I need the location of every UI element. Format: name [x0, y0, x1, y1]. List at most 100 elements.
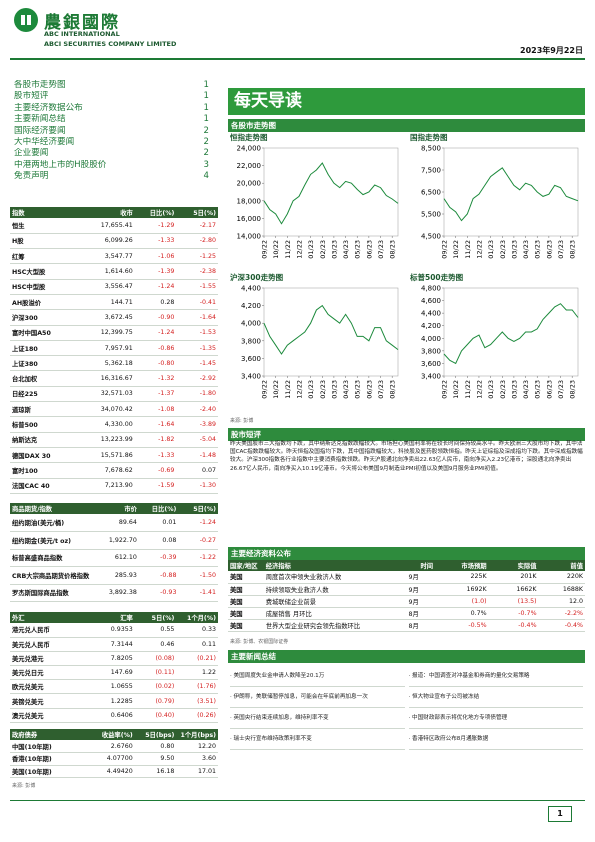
- cell: 12.20: [176, 740, 218, 753]
- cell: 220K: [538, 571, 585, 584]
- cell: -0.69: [134, 462, 177, 479]
- table: 商品期货/指数 市价 日比(%) 5日(%) 纽约期油(美元/桶) 89.64 0.01 -1…: [10, 503, 218, 602]
- cell: 成屋销售 月环比: [263, 607, 407, 621]
- header-row: 指数 收市 日比(%) 5日(%): [10, 207, 218, 218]
- cell: 香港(10年期): [10, 752, 81, 766]
- chart: 恒指走势图 14,000 16,000 18,000 20,000 22,000 24,00…: [230, 132, 399, 259]
- x-tick-label: 04/23: [342, 380, 350, 399]
- cell: (0.08): [134, 651, 177, 667]
- cell: 9.50: [134, 752, 177, 766]
- row: 美元兑人民币 7.3144 0.46 0.11: [10, 637, 218, 652]
- toc-item: 主要新闻总结 1: [14, 114, 209, 125]
- cell: -1.82: [134, 432, 177, 448]
- cell: 罗杰斯国际商品指数: [10, 584, 94, 602]
- cell: -2.40: [176, 401, 218, 418]
- x-tick-label: 03/23: [510, 240, 518, 259]
- chart: 国指走势图 4,500 5,500 6,500 7,500 8,500 09/22 10/22…: [410, 132, 579, 259]
- x-tick-label: 02/23: [319, 240, 327, 259]
- cell: 32,571.03: [80, 386, 135, 403]
- cell: 0.01: [138, 514, 179, 532]
- x-tick-label: 12/22: [475, 380, 483, 399]
- cell: 13,223.99: [80, 432, 135, 448]
- cell: 9月: [406, 595, 436, 609]
- toc-page: 1: [203, 91, 209, 102]
- row: 法国CAC 40 7,213.90 -1.59 -1.30: [10, 478, 218, 494]
- commodity-table: 商品期货/指数 市价 日比(%) 5日(%) 纽约期油(美元/桶) 89.64 0.01 -1…: [10, 503, 218, 602]
- x-tick-label: 12/22: [295, 240, 303, 259]
- x-tick-label: 11/22: [284, 380, 292, 399]
- cell: 1,614.60: [80, 263, 135, 280]
- header-cell: 市价: [93, 503, 139, 514]
- cell: 16,316.67: [80, 370, 135, 387]
- y-tick-label: 4,400: [241, 285, 261, 293]
- cell: 美元兑港元: [10, 651, 81, 667]
- header-cell: 5日(%): [178, 503, 218, 514]
- logo: [14, 8, 38, 32]
- line: [263, 162, 399, 225]
- y-tick-label: 3,400: [241, 373, 261, 381]
- index-table: 指数 收市 日比(%) 5日(%) 恒生 17,655.41 -1.29 -2.17 H股 6,0…: [10, 207, 218, 494]
- section-bar: 股市短评: [228, 428, 585, 441]
- cell: 0.46: [134, 637, 177, 652]
- cell: -0.4%: [488, 619, 539, 633]
- toc-page: 3: [203, 159, 209, 170]
- chart: 标普500走势图 3,400 3,600 3,800 4,000 4,200 4,400 4,…: [409, 272, 579, 399]
- y-tick-label: 4,000: [241, 320, 261, 328]
- x-tick-label: 10/22: [452, 240, 460, 259]
- cell: -1.45: [176, 355, 218, 372]
- cell: 0.08: [138, 531, 179, 550]
- cell: 147.69: [80, 665, 135, 681]
- cell: -1.53: [176, 325, 218, 341]
- y-tick-label: 16,000: [237, 215, 262, 223]
- toc-label: 大中华经济要闻: [14, 137, 75, 148]
- toc-label: 股市短评: [14, 91, 49, 102]
- commentary-text: 昨天美国股市三大指数均下跌，其中纳斯达克指数跌幅较大。市场担心美国利率将在较长时…: [230, 441, 583, 472]
- cell: 7,213.90: [80, 478, 135, 494]
- row: H股 6,099.26 -1.33 -2.80: [10, 233, 218, 250]
- source: 来源: 彭博、农银国际证券: [230, 639, 289, 645]
- row: 恒生 17,655.41 -1.29 -2.17: [10, 218, 218, 234]
- header-row: 国家/地区 经济指标 时间 市场预期 实际值 前值: [228, 560, 585, 571]
- row: 美国 费城联储企业前景 9月 (1.0) (13.5) 12.0: [228, 595, 585, 609]
- cell: 4.49420: [80, 765, 135, 778]
- cell: 1.22: [176, 665, 218, 681]
- fx-table: 外汇 汇率 5日(%) 1个月(%) 港元兑人民币 0.9353 0.55 0.33 美元兑人民…: [10, 612, 218, 723]
- cell: -0.27: [178, 531, 218, 550]
- cell: 澳元兑美元: [10, 708, 81, 723]
- y-tick-label: 24,000: [237, 145, 262, 153]
- cell: -1.22: [178, 549, 218, 567]
- header-row: 外汇 汇率 5日(%) 1个月(%): [10, 612, 218, 623]
- x-tick-label: 01/23: [307, 380, 315, 399]
- cell: 6,099.26: [80, 233, 135, 250]
- header-cell: 国家/地区: [228, 560, 264, 571]
- cell: -1.30: [176, 478, 218, 494]
- cell: (1.0): [435, 595, 489, 609]
- footer-rule: [10, 800, 585, 801]
- cell: -1.29: [134, 218, 177, 234]
- news-list: · 美国周度失业金申请人数降至20.1万 · 报道：中国调查对冲基金和券商的量化交…: [230, 666, 583, 750]
- cell: 1662K: [488, 583, 539, 596]
- header-cell: 1个月(%): [176, 612, 218, 623]
- cell: -1.39: [134, 263, 177, 280]
- cell: -0.93: [138, 584, 179, 602]
- news-item: · 中国财政部表示将优化地方专项债管理: [408, 708, 583, 729]
- x-tick-label: 02/23: [499, 240, 507, 259]
- row: 沪深300 3,672.45 -0.90 -1.64: [10, 309, 218, 326]
- header-cell: 收益率(%): [80, 729, 135, 740]
- row: 澳元兑美元 0.6406 (0.40) (0.26): [10, 708, 218, 723]
- company-en: ABC INTERNATIONAL: [44, 30, 120, 38]
- cell: -1.64: [134, 416, 177, 433]
- cell: H股: [10, 233, 81, 250]
- econ-table: 国家/地区 经济指标 时间 市场预期 实际值 前值 美国 周度首次申领失业救济人数 9月 225K…: [228, 560, 585, 633]
- cell: -1.33: [134, 233, 177, 250]
- x-tick-label: 03/23: [330, 240, 338, 259]
- cell: 法国CAC 40: [10, 478, 81, 494]
- section-bar: 主要经济资料公布: [228, 547, 585, 560]
- toc-item: 国际经济要闻 2: [14, 126, 209, 137]
- cell: 1688K: [538, 583, 585, 596]
- cell: -1.24: [134, 325, 177, 341]
- cell: (0.11): [134, 665, 177, 681]
- cell: -1.08: [134, 401, 177, 418]
- cell: 美国(10年期): [10, 765, 81, 778]
- row: HSC大型股 1,614.60 -1.39 -2.38: [10, 263, 218, 280]
